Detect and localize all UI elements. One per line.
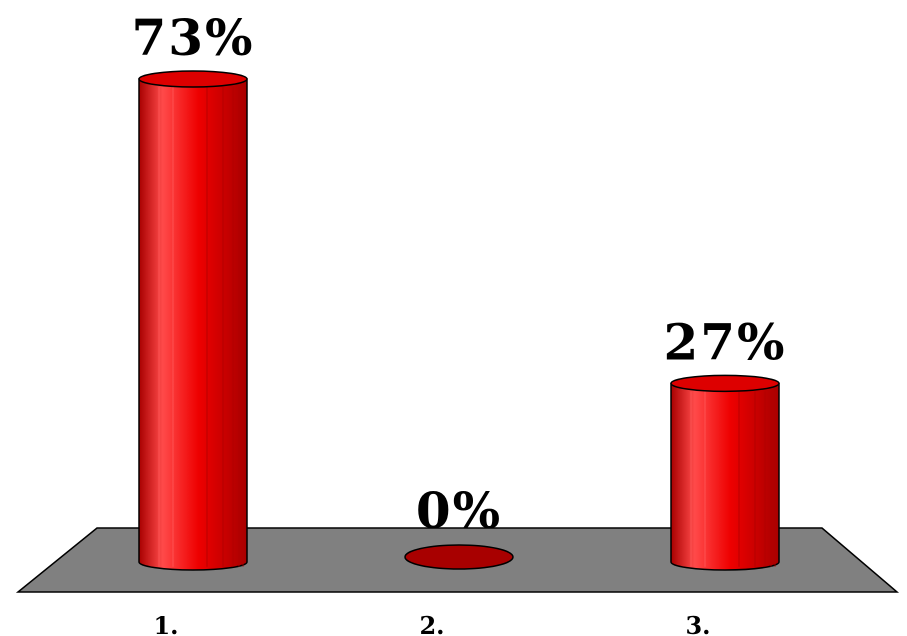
value-label-1: 73% (131, 8, 254, 67)
bar-3 (670, 374, 780, 571)
bar-1-top (138, 70, 248, 88)
bar-3-body (670, 382, 780, 571)
value-label-2: 0% (416, 481, 502, 540)
category-label-3: 3. (685, 611, 710, 636)
category-label-1: 1. (153, 611, 178, 636)
category-label-2: 2. (419, 611, 444, 636)
bar-2-disk (404, 544, 514, 570)
bar-2 (404, 544, 514, 570)
bar-1 (138, 70, 248, 571)
bars-layer (138, 70, 780, 571)
value-labels-layer: 73% 0% 27% (131, 8, 786, 540)
value-label-3: 27% (663, 312, 786, 371)
bar-1-body (138, 78, 248, 571)
category-labels-layer: 1. 2. 3. (153, 611, 710, 636)
bar-3-top (670, 374, 780, 393)
